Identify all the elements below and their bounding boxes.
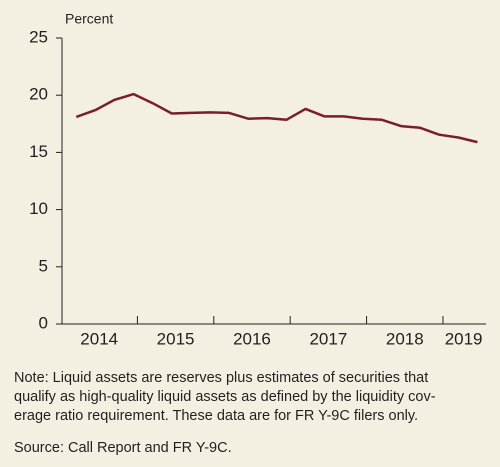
- x-tick-label: 2016: [233, 329, 271, 348]
- note-line: Note: Liquid assets are reserves plus es…: [14, 370, 428, 386]
- y-tick-label: 20: [29, 85, 48, 104]
- y-axis-label: Percent: [65, 11, 113, 27]
- x-tick-label: 2014: [80, 329, 118, 348]
- note-line: qualify as high-quality liquid assets as…: [14, 389, 436, 405]
- y-tick-label: 10: [29, 199, 48, 218]
- y-tick-label: 0: [39, 313, 48, 332]
- data-line: [75, 92, 478, 144]
- note-line: erage ratio requirement. These data are …: [14, 408, 418, 424]
- y-tick-label: 25: [29, 27, 48, 46]
- y-tick-label: 5: [39, 256, 48, 275]
- y-tick-label: 15: [29, 142, 48, 161]
- x-tick-label: 2018: [386, 329, 424, 348]
- x-tick-label: 2015: [157, 329, 195, 348]
- source: Source: Call Report and FR Y-9C.: [14, 440, 232, 456]
- x-tick-label: 2019: [445, 329, 483, 348]
- x-tick-label: 2017: [309, 329, 347, 348]
